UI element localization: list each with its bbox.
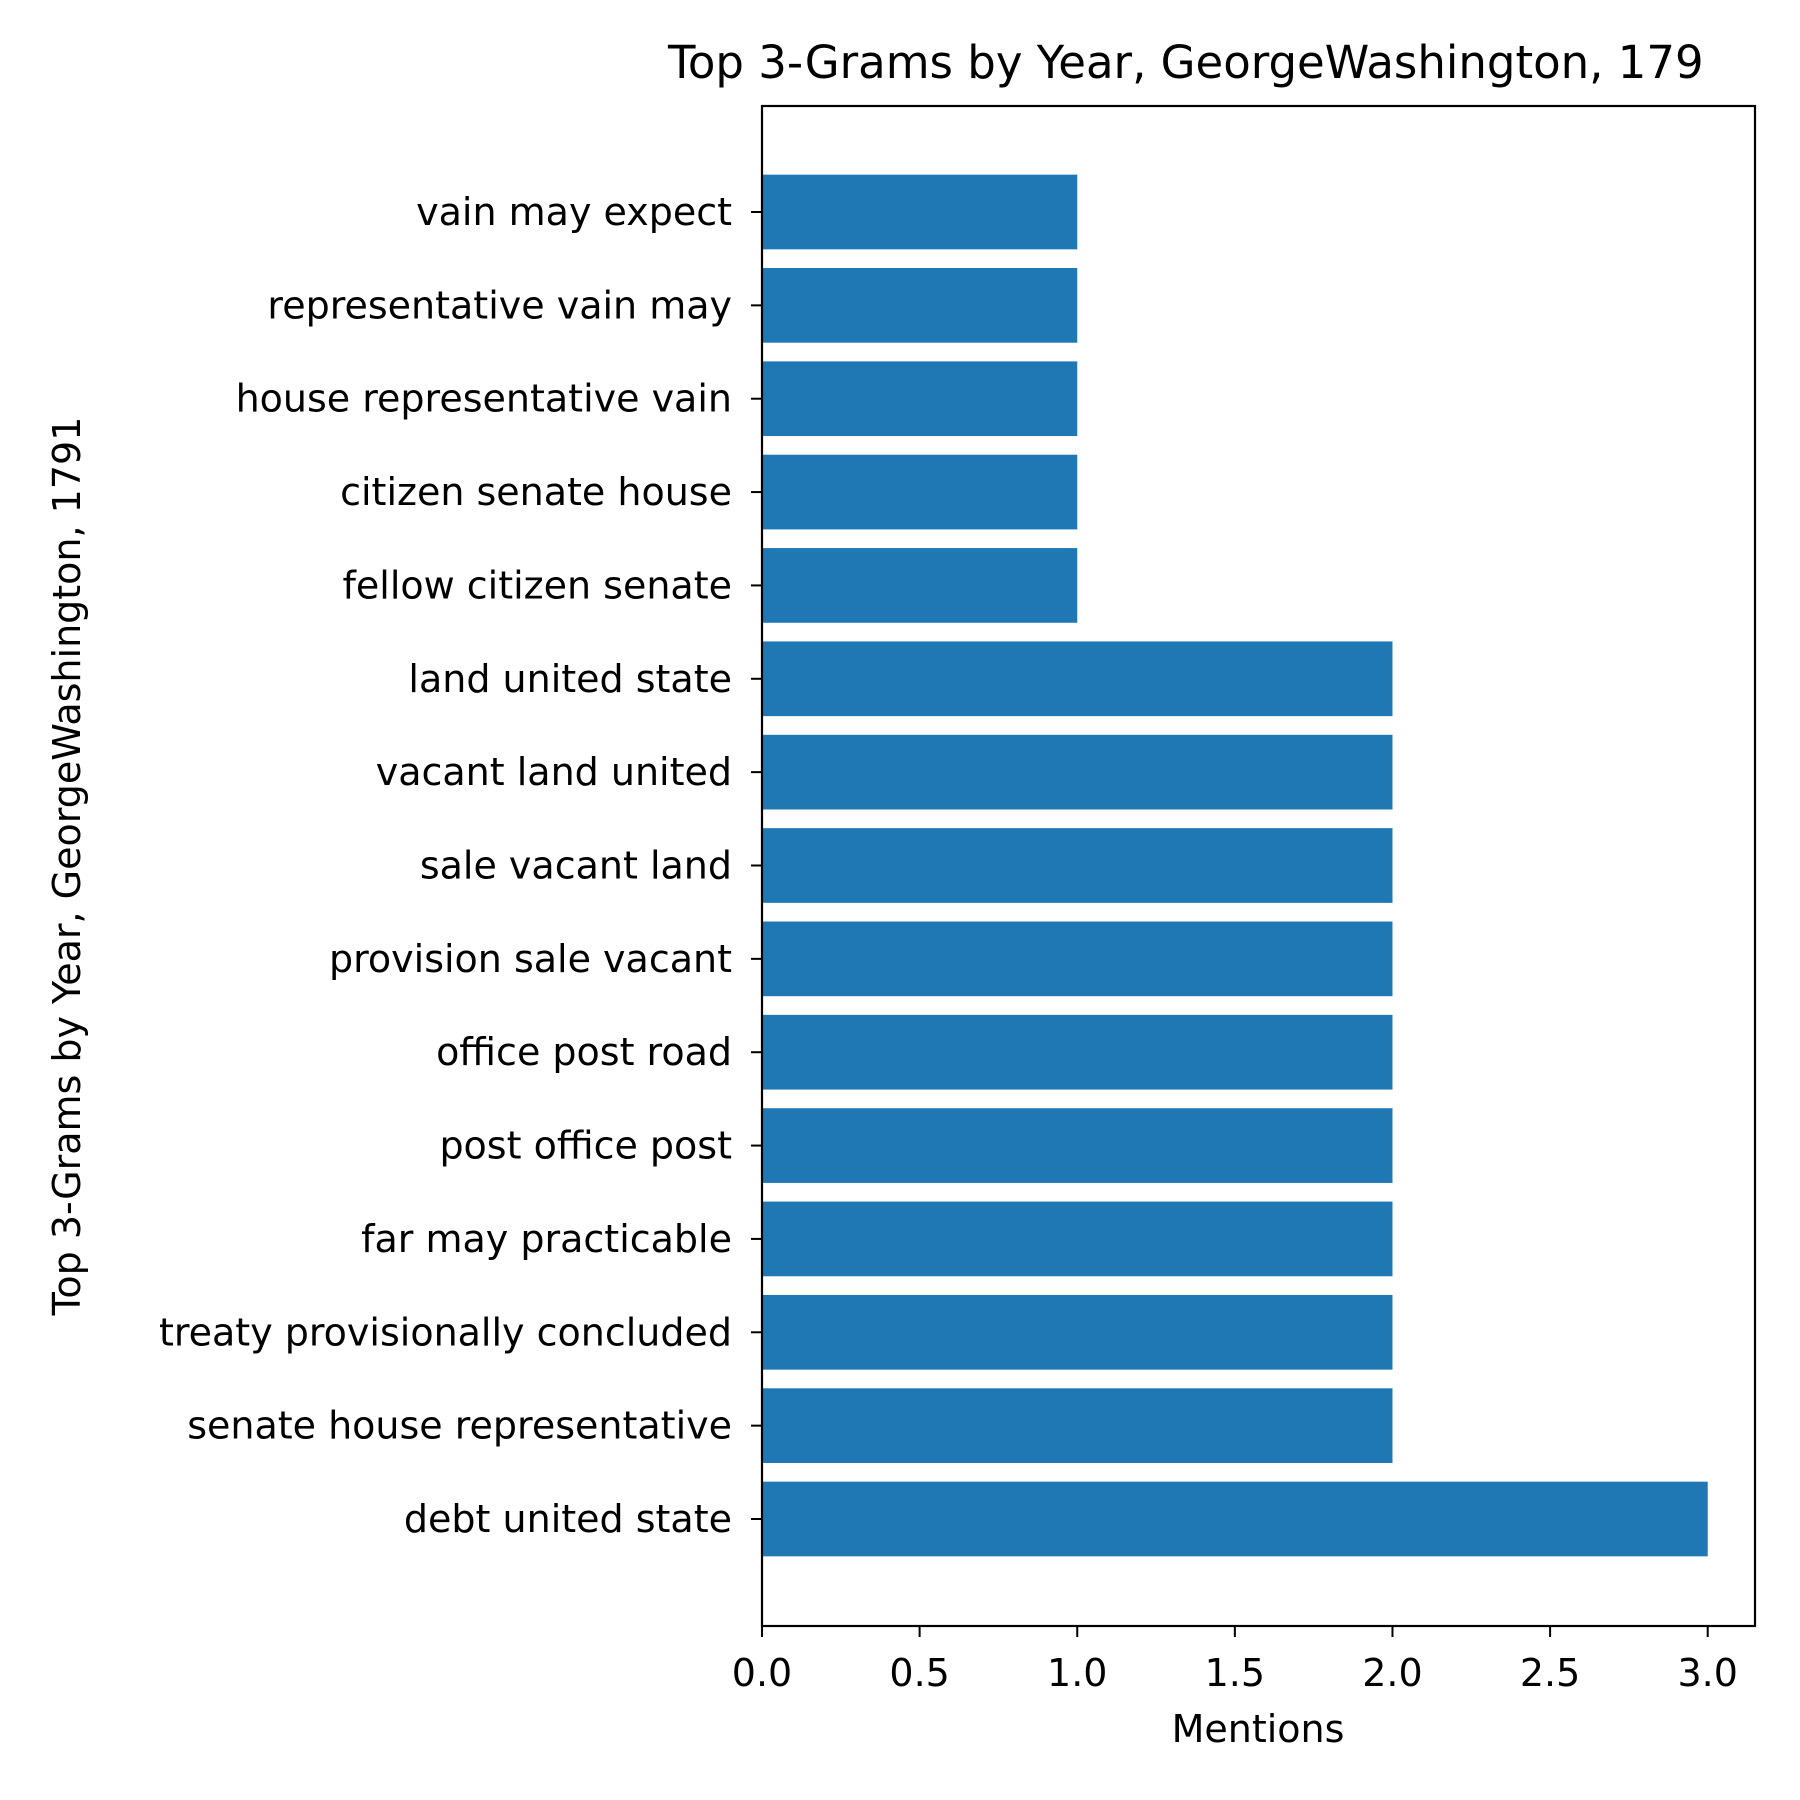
bar <box>762 548 1078 623</box>
y-tick-label: sale vacant land <box>420 844 732 888</box>
bar <box>762 1481 1708 1557</box>
bar <box>762 1388 1393 1463</box>
bar <box>762 1201 1393 1277</box>
bar <box>762 921 1393 997</box>
x-tick-label: 2.0 <box>1362 1651 1422 1695</box>
x-tick-label: 2.5 <box>1520 1651 1580 1695</box>
x-tick-label: 0.0 <box>732 1651 792 1695</box>
bar <box>762 1108 1393 1183</box>
bar <box>762 174 1078 250</box>
y-axis-label: Top 3-Grams by Year, GeorgeWashington, 1… <box>45 417 89 1317</box>
bar <box>762 1014 1393 1090</box>
bar <box>762 361 1078 437</box>
x-axis-label: Mentions <box>1172 1707 1345 1751</box>
y-tick-label: far may practicable <box>361 1217 732 1261</box>
y-ticks-group: debt united state senate house representa… <box>159 190 762 1541</box>
y-tick-label: citizen senate house <box>340 470 732 514</box>
x-tick-label: 3.0 <box>1677 1651 1737 1695</box>
bar <box>762 454 1078 530</box>
y-tick-label: provision sale vacant <box>329 937 732 981</box>
x-ticks-group: 0.0 0.5 1.0 1.5 2.0 2.5 3.0 <box>732 1626 1738 1695</box>
y-tick-label: representative vain may <box>267 283 732 327</box>
plot-frame <box>760 104 1757 1628</box>
x-tick-label: 1.0 <box>1047 1651 1107 1695</box>
y-tick-label: vain may expect <box>416 190 732 234</box>
y-tick-label: vacant land united <box>376 750 732 794</box>
y-tick-label: office post road <box>436 1030 732 1074</box>
y-tick-label: fellow citizen senate <box>343 563 733 607</box>
chart-title: Top 3-Grams by Year, GeorgeWashington, 1… <box>667 36 1704 89</box>
y-tick-label: treaty provisionally concluded <box>159 1310 732 1354</box>
x-tick-label: 1.5 <box>1205 1651 1265 1695</box>
y-tick-label: debt united state <box>404 1497 732 1541</box>
y-tick-label: post office post <box>439 1124 732 1168</box>
bars-group <box>762 174 1708 1557</box>
y-tick-label: house representative vain <box>236 377 732 421</box>
bar <box>762 734 1393 810</box>
bar <box>762 268 1078 343</box>
y-tick-label: land united state <box>408 657 732 701</box>
bar <box>762 1294 1393 1370</box>
bar <box>762 828 1393 903</box>
bar <box>762 641 1393 717</box>
x-tick-label: 0.5 <box>889 1651 949 1695</box>
y-tick-label: senate house representative <box>187 1404 732 1448</box>
